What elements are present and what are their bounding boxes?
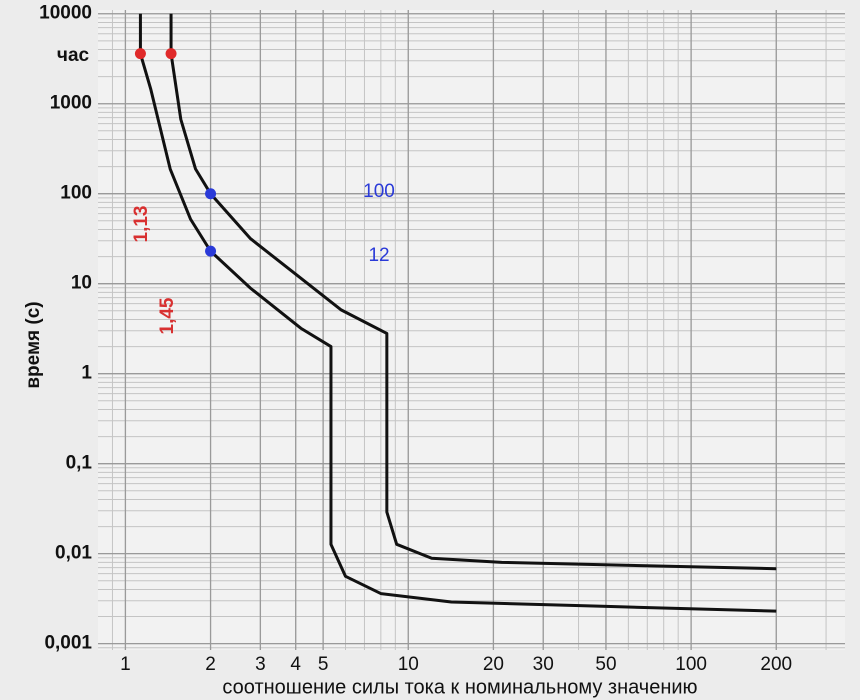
y-tick-label: 1000 xyxy=(50,93,92,114)
marker xyxy=(205,188,217,200)
y-tick-label: 0,001 xyxy=(44,633,92,654)
x-tick-label: 2 xyxy=(205,654,216,675)
curve xyxy=(138,13,777,613)
annotation: 12 xyxy=(368,245,389,266)
x-tick-label: 10 xyxy=(398,654,419,675)
annotation: 1,45 xyxy=(157,297,178,334)
x-tick-label: 20 xyxy=(483,654,504,675)
y-axis-title: время (с) xyxy=(23,301,44,388)
x-tick-label: 4 xyxy=(290,654,301,675)
annotation: час xyxy=(57,45,90,66)
x-tick-label: 30 xyxy=(533,654,554,675)
annotation: 1,13 xyxy=(131,206,152,243)
x-tick-label: 50 xyxy=(595,654,616,675)
y-tick-label: 1 xyxy=(81,363,92,384)
curve xyxy=(169,13,777,571)
x-tick-label: 1 xyxy=(120,654,131,675)
annotation: 100 xyxy=(363,181,395,202)
x-tick-label: 3 xyxy=(255,654,266,675)
x-axis-title: соотношение силы тока к номинальному зна… xyxy=(222,676,697,698)
marker xyxy=(205,245,217,257)
x-tick-label: 5 xyxy=(318,654,329,675)
y-tick-label: 0,1 xyxy=(66,453,93,474)
y-tick-label: 10 xyxy=(71,273,92,294)
x-tick-label: 200 xyxy=(760,654,792,675)
y-tick-label: 0,01 xyxy=(55,543,92,564)
x-tick-label: 100 xyxy=(675,654,707,675)
plot-area xyxy=(98,10,845,650)
marker xyxy=(165,48,177,60)
y-tick-label: 10000 xyxy=(39,3,92,24)
marker xyxy=(134,48,146,60)
y-tick-label: 100 xyxy=(60,183,92,204)
